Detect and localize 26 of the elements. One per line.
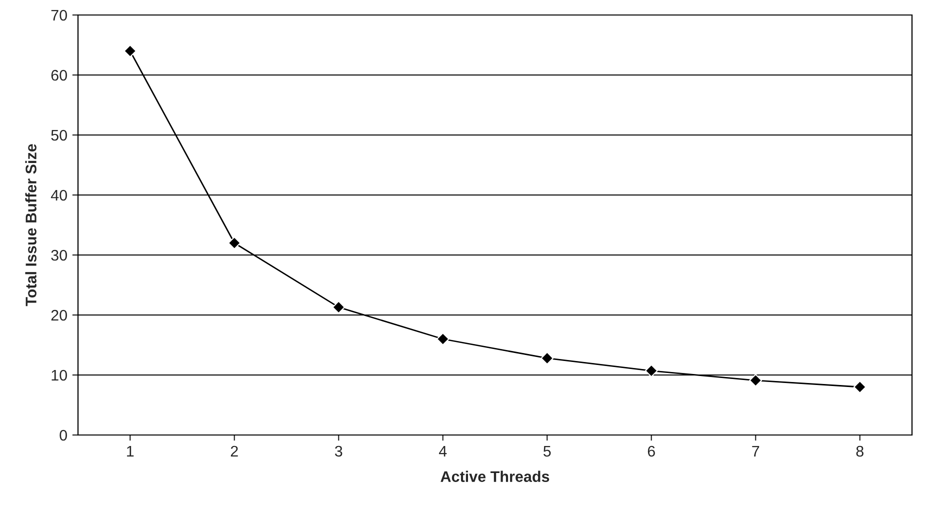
y-tick-label: 60	[51, 70, 67, 81]
x-tick-label: 1	[127, 446, 134, 456]
y-tick-label: 0	[60, 430, 67, 441]
point	[540, 352, 554, 365]
y-tick-label: 70	[51, 10, 67, 21]
x-axis-title: Active Threads	[440, 470, 550, 482]
point	[853, 380, 866, 394]
point	[644, 364, 658, 378]
y-axis-title: Total Issue Buffer Size	[25, 144, 36, 306]
y-tick-label: 10	[52, 370, 67, 381]
point	[124, 44, 137, 58]
x-tick-label: 8	[856, 446, 864, 457]
x-tick-label: 6	[648, 446, 655, 457]
point	[332, 300, 346, 314]
x-tick-label: 5	[543, 446, 551, 457]
x-tick-label: 3	[334, 446, 342, 457]
x-tick-label: 2	[230, 446, 238, 456]
y-tick-label: 40	[50, 190, 67, 201]
y-tick-label: 30	[51, 250, 67, 261]
point	[749, 374, 762, 387]
point	[436, 332, 450, 346]
x-tick-label: 4	[438, 446, 447, 456]
x-tick-label: 7	[752, 446, 760, 456]
y-tick-label: 20	[51, 310, 67, 321]
point	[228, 236, 241, 250]
y-tick-label: 50	[51, 130, 67, 141]
